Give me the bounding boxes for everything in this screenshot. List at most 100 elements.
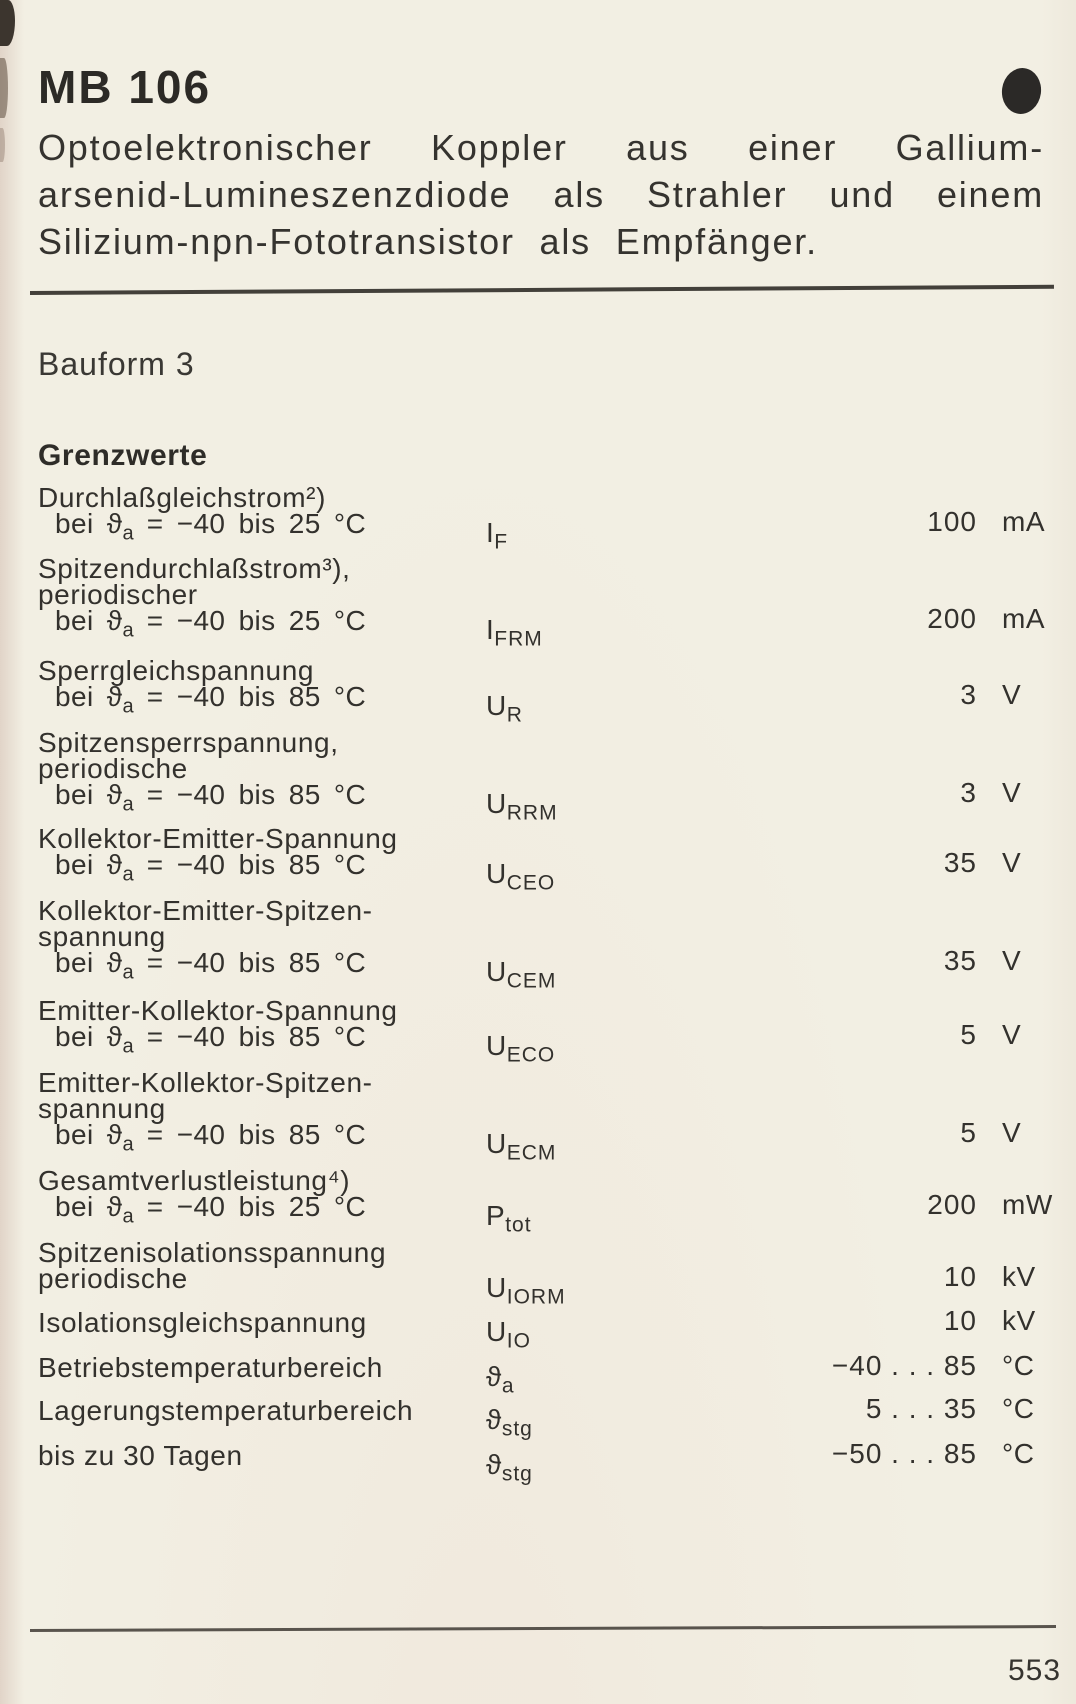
symbol-base: ϑ [486,1449,502,1480]
row-unit: mA [1002,506,1045,537]
row-condition: bei ϑa = −40 bis 25 °C [55,605,1044,644]
symbol-base: U [486,956,507,987]
symbol-subscript: IORM [506,1285,566,1309]
row-unit: V [1002,777,1022,808]
row-symbol: URRM [486,788,558,826]
row-label-line: Isolationsgleichspannung [38,1307,367,1338]
device-description: Optoelektronischer Koppler aus einer Gal… [38,124,1044,265]
symbol-subscript: a [501,1374,515,1398]
condition-suffix: = −40 bis 85 °C [133,849,367,880]
footer-divider [29,1625,1056,1632]
row-label-line: periodische [38,753,188,784]
row-label-line: Spitzendurchlaßstrom³), [38,553,351,584]
symbol-base: ϑ [486,1404,502,1435]
condition-prefix: bei ϑ [55,849,123,880]
row-unit: mA [1002,603,1045,634]
table-row: Sperrgleichspannung bei ϑa = −40 bis 85 °… [38,655,1044,727]
row-value: 3 [960,679,977,710]
row-value: 5 . . . 35 [865,1393,977,1424]
row-label-line: Spitzensperrspannung, [38,727,339,758]
page-number: 553 [1008,1654,1062,1687]
row-unit: °C [1002,1438,1035,1469]
table-row: Durchlaßgleichstrom²) bei ϑa = −40 bis 25… [38,484,1045,554]
condition-prefix: bei ϑ [55,508,123,539]
symbol-base: U [486,1272,507,1303]
row-unit: °C [1002,1350,1035,1381]
row-value: 10 [943,1305,977,1336]
symbol-subscript: CEO [506,871,556,895]
scan-edge-blob [0,0,15,46]
table-row: Emitter-Kollektor-Spitzen-spannung bei ϑa… [38,1067,1044,1165]
row-label-line: Kollektor-Emitter-Spannung [38,823,398,854]
row-label-line: Kollektor-Emitter-Spitzen- [38,895,373,926]
row-symbol: UIORM [486,1272,566,1310]
row-label-line: Emitter-Kollektor-Spitzen- [38,1067,373,1098]
scan-edge-mark [0,58,8,118]
row-label-line: Spitzenisolationsspannung [38,1237,387,1268]
row-unit: V [1002,679,1022,710]
row-unit: °C [1002,1393,1035,1424]
condition-subscript: a [122,1133,134,1156]
symbol-base: U [486,1030,507,1061]
row-value: 35 [943,847,977,878]
row-unit: V [1002,945,1022,976]
condition-suffix: = −40 bis 25 °C [133,1191,367,1222]
row-unit: V [1002,847,1022,878]
row-label-line: Gesamtverlustleistung⁴) [38,1165,351,1196]
condition-prefix: bei ϑ [55,1021,123,1052]
table-row: Spitzendurchlaßstrom³), periodischer bei ϑ… [38,553,1045,651]
row-symbol: ϑstg [486,1404,533,1442]
row-label-line: spannung [38,1093,166,1124]
row-value: 100 [927,506,977,537]
row-symbol: UCEO [486,858,555,896]
row-value: 200 [927,1189,977,1220]
symbol-subscript: stg [501,1462,533,1486]
page-title: MB 106 [38,61,212,113]
symbol-base: U [486,858,507,889]
symbol-subscript: tot [505,1213,532,1237]
row-symbol: ϑstg [486,1449,533,1487]
row-condition: bei ϑa = −40 bis 85 °C [55,779,1044,818]
symbol-base: U [486,1316,507,1347]
symbol-subscript: R [506,703,523,727]
symbol-base: U [486,788,507,819]
condition-prefix: bei ϑ [55,947,123,978]
scan-edge-mark-2 [0,128,5,162]
row-unit: V [1002,1019,1022,1050]
table-row: Spitzensperrspannung, periodische bei ϑa =… [38,727,1044,825]
symbol-subscript: RRM [506,801,558,825]
condition-suffix: = −40 bis 85 °C [133,947,367,978]
row-label-line: Sperrgleichspannung [38,655,315,686]
table-row: Lagerungstemperaturbereich ϑstg 5 . . . 35… [38,1393,1044,1441]
row-value: −40 . . . 85 [831,1350,977,1381]
condition-subscript: a [122,1205,134,1228]
description-line: Optoelektronischer Koppler aus einer Gal… [38,127,1044,168]
row-unit: mW [1002,1189,1053,1220]
condition-prefix: bei ϑ [55,1119,123,1150]
condition-suffix: = −40 bis 25 °C [133,508,367,539]
condition-subscript: a [122,863,134,886]
symbol-subscript: ECM [506,1141,557,1165]
row-value: 10 [943,1261,977,1292]
row-condition: bei ϑa = −40 bis 85 °C [55,1119,1044,1158]
row-condition: bei ϑa = −40 bis 85 °C [55,947,1044,986]
symbol-subscript: ECO [506,1043,556,1067]
description-line: arsenid-Lumineszenzdiode als Strahler un… [38,174,1044,215]
row-symbol: UIO [486,1316,531,1354]
condition-suffix: = −40 bis 25 °C [133,605,367,636]
row-label-line: Emitter-Kollektor-Spannung [38,995,398,1026]
condition-suffix: = −40 bis 85 °C [133,1021,367,1052]
row-symbol: UR [486,690,523,728]
symbol-base: ϑ [486,1361,502,1392]
row-symbol: UECM [486,1128,556,1166]
condition-suffix: = −40 bis 85 °C [133,779,367,810]
row-symbol: ϑa [486,1361,515,1399]
symbol-subscript: stg [501,1417,533,1441]
row-label-line: bis zu 30 Tagen [38,1440,243,1471]
row-value: 35 [943,945,977,976]
row-value: 3 [960,777,977,808]
black-dot-icon [998,65,1045,117]
bauform-label: Bauform 3 [38,346,195,382]
condition-subscript: a [122,522,134,545]
